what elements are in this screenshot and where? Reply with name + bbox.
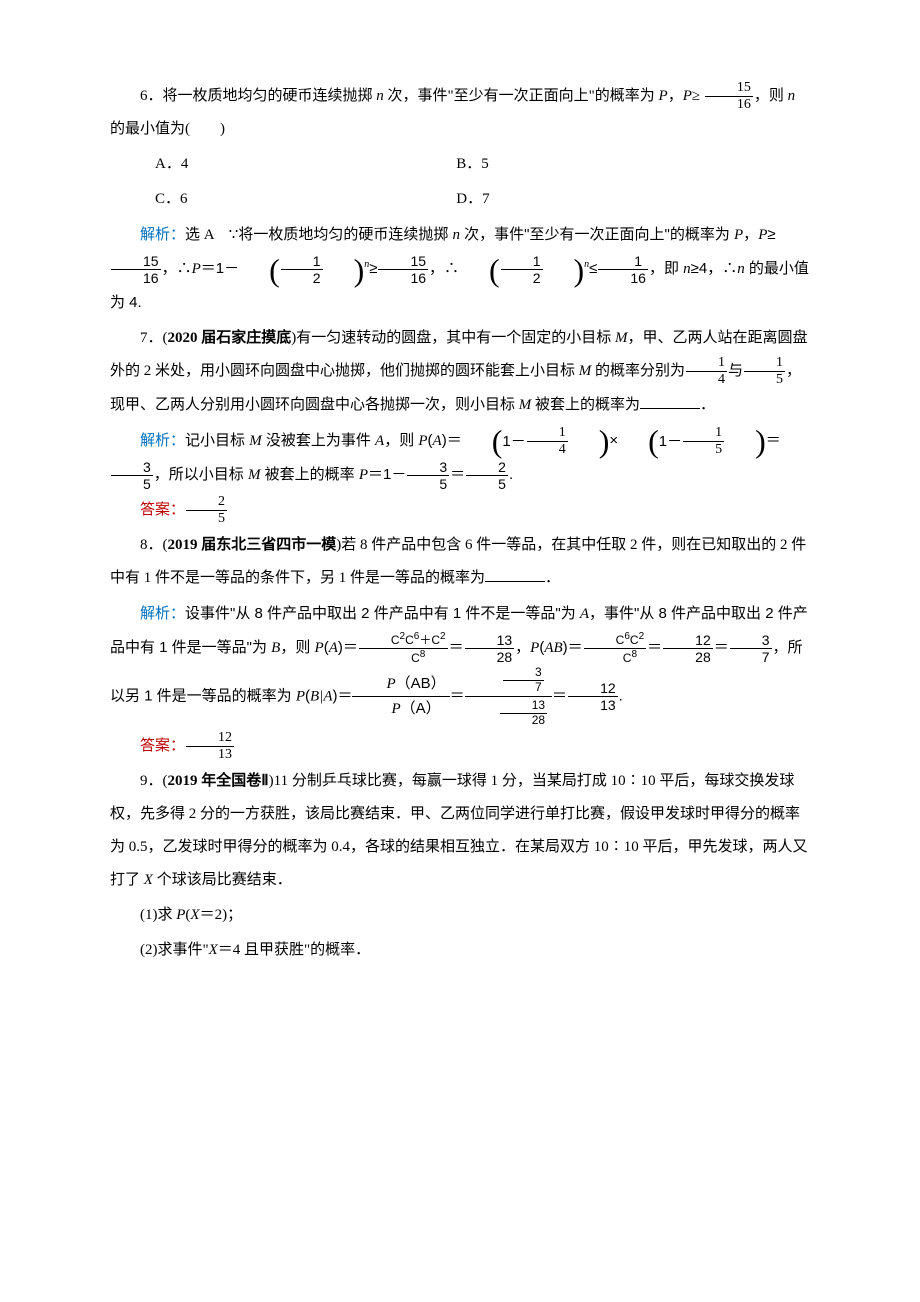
fraction: 25	[466, 459, 508, 492]
fraction: 35	[407, 459, 449, 492]
fraction: 1213	[568, 680, 618, 713]
q6-optC: C．6	[155, 183, 456, 216]
q6-options-row1: A．4 B．5	[155, 148, 810, 181]
solution-label: 解析：	[140, 606, 185, 622]
fraction: 15	[683, 425, 724, 458]
q7-answer: 答案：25	[110, 494, 810, 527]
q8-answer: 答案：1213	[110, 730, 810, 763]
solution-label: 解析：	[140, 433, 185, 449]
fraction: 1213	[186, 730, 234, 763]
answer-label: 答案：	[140, 502, 185, 518]
answer-label: 答案：	[140, 738, 185, 754]
q9-stem: 9．(2019 年全国卷Ⅱ)11 分制乒乓球比赛，每赢一球得 1 分，当某局打成…	[110, 765, 810, 897]
fraction: 1516	[111, 253, 161, 286]
q6-solution: 解析：选 A ∵将一枚质地均匀的硬币连续抛掷 n 次，事件"至少有一次正面向上"…	[110, 218, 810, 320]
fraction: 14	[686, 355, 727, 388]
q6-optA: A．4	[155, 148, 456, 181]
q6-stem: 6．将一枚质地均匀的硬币连续抛掷 n 次，事件"至少有一次正面向上"的概率为 P…	[110, 80, 810, 146]
fraction: 35	[111, 459, 153, 492]
q6-optB: B．5	[456, 148, 810, 181]
blank	[640, 394, 700, 409]
solution-label: 解析：	[140, 227, 185, 243]
q6-options-row2: C．6 D．7	[155, 183, 810, 216]
fraction: 12	[501, 253, 543, 286]
fraction: 1516	[378, 253, 428, 286]
fraction: 116	[598, 253, 648, 286]
complex-fraction: P（AB）P（A）	[352, 674, 449, 720]
fraction: 15	[744, 355, 785, 388]
q8-solution: 解析：设事件"从 8 件产品中取出 2 件产品中有 1 件不是一等品"为 A，事…	[110, 597, 810, 728]
q8-stem: 8．(2019 届东北三省四市一模)若 8 件产品中包含 6 件一等品，在其中任…	[110, 529, 810, 595]
fraction: C6C2C8	[584, 631, 646, 666]
q9-sub2: (2)求事件"X＝4 且甲获胜"的概率．	[110, 934, 810, 967]
fraction: 12	[281, 253, 323, 286]
fraction: 1328	[465, 632, 515, 665]
fraction: 37	[730, 632, 772, 665]
complex-fraction: 371328	[465, 666, 552, 728]
fraction: 1516	[705, 80, 753, 113]
fraction: 1228	[663, 632, 713, 665]
q7-solution: 解析：记小目标 M 没被套上为事件 A，则 P(A)＝(1－14)×(1－15)…	[110, 424, 810, 492]
q9-sub1: (1)求 P(X＝2)；	[110, 899, 810, 932]
fraction: C2C6＋C2C8	[359, 631, 448, 666]
q6-optD: D．7	[456, 183, 810, 216]
fraction: 25	[186, 494, 227, 527]
blank	[485, 567, 545, 582]
fraction: 14	[527, 425, 568, 458]
q7-stem: 7．(2020 届石家庄摸底)有一匀速转动的圆盘，其中有一个固定的小目标 M，甲…	[110, 322, 810, 421]
